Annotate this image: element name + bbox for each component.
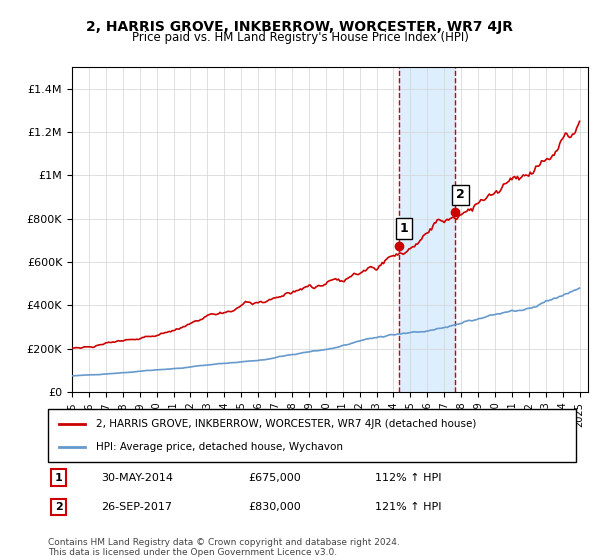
Text: 2: 2: [55, 502, 62, 512]
Bar: [399, 67, 455, 392]
Text: 2, HARRIS GROVE, INKBERROW, WORCESTER, WR7 4JR (detached house): 2, HARRIS GROVE, INKBERROW, WORCESTER, W…: [95, 419, 476, 429]
Text: 2: 2: [456, 189, 465, 202]
Text: £675,000: £675,000: [248, 473, 301, 483]
Text: 1: 1: [400, 222, 409, 235]
Text: 112% ↑ HPI: 112% ↑ HPI: [376, 473, 442, 483]
Text: 1: 1: [55, 473, 62, 483]
FancyBboxPatch shape: [48, 409, 576, 462]
Text: HPI: Average price, detached house, Wychavon: HPI: Average price, detached house, Wych…: [95, 442, 343, 452]
Text: 26-SEP-2017: 26-SEP-2017: [101, 502, 172, 512]
Text: Price paid vs. HM Land Registry's House Price Index (HPI): Price paid vs. HM Land Registry's House …: [131, 31, 469, 44]
Text: £830,000: £830,000: [248, 502, 301, 512]
Text: Contains HM Land Registry data © Crown copyright and database right 2024.
This d: Contains HM Land Registry data © Crown c…: [48, 538, 400, 557]
Text: 30-MAY-2014: 30-MAY-2014: [101, 473, 173, 483]
Text: 121% ↑ HPI: 121% ↑ HPI: [376, 502, 442, 512]
Text: 2, HARRIS GROVE, INKBERROW, WORCESTER, WR7 4JR: 2, HARRIS GROVE, INKBERROW, WORCESTER, W…: [86, 20, 514, 34]
